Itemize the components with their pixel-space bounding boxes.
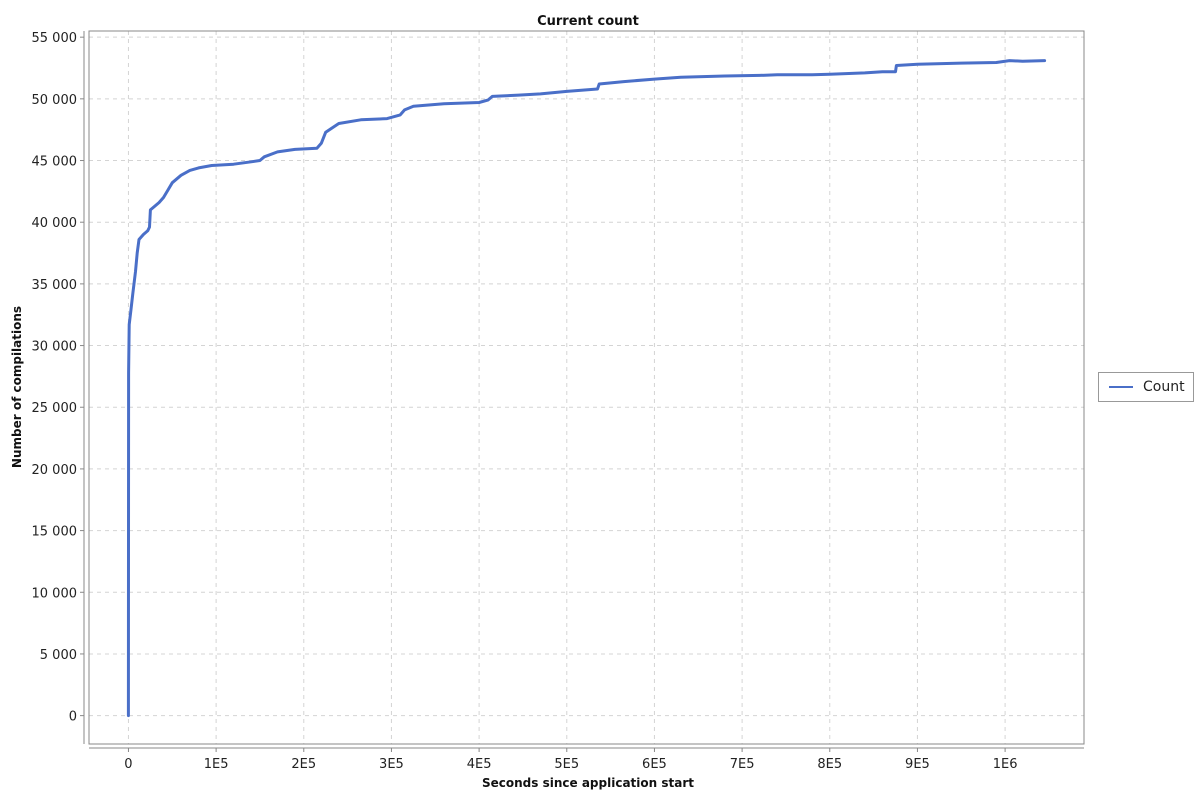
chart-title: Current count — [537, 14, 639, 29]
x-tick-label: 8E5 — [817, 757, 842, 772]
x-tick-label: 2E5 — [291, 757, 316, 772]
y-tick-label: 35 000 — [32, 278, 78, 293]
legend-swatch-count — [1109, 386, 1133, 388]
y-tick-label: 50 000 — [32, 93, 78, 108]
x-axis-title: Seconds since application start — [482, 776, 694, 790]
plot-area-frame — [88, 30, 1085, 745]
y-tick-label: 55 000 — [32, 31, 78, 46]
series-line-count — [126, 59, 1047, 718]
y-tick-label: 5 000 — [40, 648, 77, 663]
axes: 0 5 000 10 000 15 000 20 000 25 000 30 000 35 0… — [32, 31, 1084, 772]
y-tick-label: 10 000 — [32, 586, 78, 601]
y-tick-label: 45 000 — [32, 155, 78, 170]
y-tick-label: 15 000 — [32, 525, 78, 540]
x-tick-label: 4E5 — [467, 757, 492, 772]
series-layer — [126, 59, 1047, 718]
x-tick-label: 9E5 — [905, 757, 930, 772]
y-axis-title: Number of compilations — [10, 306, 24, 468]
y-tick-label: 25 000 — [32, 401, 78, 416]
grid — [89, 31, 1084, 744]
legend-label-count: Count — [1143, 379, 1185, 395]
x-tick-label: 1E5 — [204, 757, 229, 772]
x-tick-label: 0 — [124, 757, 132, 772]
y-tick-label: 30 000 — [32, 340, 78, 355]
x-tick-label: 6E5 — [642, 757, 667, 772]
legend: Count — [1098, 372, 1194, 402]
x-tick-label: 5E5 — [554, 757, 579, 772]
x-tick-label: 3E5 — [379, 757, 404, 772]
y-tick-label: 20 000 — [32, 463, 78, 478]
y-tick-label: 40 000 — [32, 216, 78, 231]
y-tick-label: 0 — [69, 710, 77, 725]
x-tick-label: 7E5 — [730, 757, 755, 772]
x-tick-label: 1E6 — [993, 757, 1018, 772]
